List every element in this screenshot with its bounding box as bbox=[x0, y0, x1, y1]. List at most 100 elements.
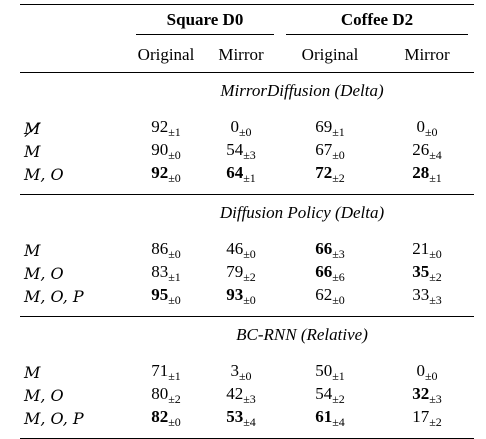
result-cell: 95±0 bbox=[130, 285, 202, 308]
std-value: ±0 bbox=[332, 148, 345, 162]
std-value: ±0 bbox=[238, 369, 252, 383]
std-value: ±2 bbox=[429, 270, 442, 284]
row-label: M, O, P bbox=[24, 409, 84, 428]
group-header-coffee-d2: Coffee D2 bbox=[280, 5, 474, 38]
mean-value: 46 bbox=[226, 239, 244, 258]
mean-value: 21 bbox=[412, 239, 430, 258]
result-cell: 80±2 bbox=[130, 384, 202, 407]
mean-value: 28 bbox=[412, 163, 430, 182]
mean-value: 62 bbox=[315, 285, 333, 304]
result-cell: 21±0 bbox=[380, 239, 474, 262]
mid-rule bbox=[20, 72, 474, 73]
result-cell: 28±1 bbox=[380, 163, 474, 186]
section-title-row: Diffusion Policy (Delta) bbox=[20, 195, 474, 231]
mean-value: 90 bbox=[151, 140, 169, 159]
mean-value: 93 bbox=[226, 285, 244, 304]
table-row: M, O, P 82±0 53±4 61±4 17±2 bbox=[20, 407, 474, 430]
std-value: ±1 bbox=[168, 270, 181, 284]
std-value: ±0 bbox=[168, 148, 181, 162]
std-value: ±0 bbox=[168, 415, 181, 429]
mean-value: 92 bbox=[151, 117, 169, 136]
std-value: ±2 bbox=[332, 171, 345, 185]
std-value: ±1 bbox=[168, 125, 181, 139]
mean-value: 66 bbox=[315, 262, 333, 281]
table-row: M, O 80±2 42±3 54±2 32±3 bbox=[20, 384, 474, 407]
result-cell: 90±0 bbox=[130, 140, 202, 163]
std-value: ±0 bbox=[424, 125, 438, 139]
subcol-header: Mirror bbox=[218, 45, 264, 64]
result-cell: 67±0 bbox=[280, 140, 380, 163]
section-title: BC-RNN (Relative) bbox=[236, 325, 368, 344]
subcol-header: Original bbox=[137, 45, 195, 64]
mean-value: 66 bbox=[315, 239, 333, 258]
mean-value: 42 bbox=[226, 384, 244, 403]
result-cell: 66±6 bbox=[280, 262, 380, 285]
result-cell: 72±2 bbox=[280, 163, 380, 186]
result-cell: 64±1 bbox=[202, 163, 280, 186]
results-table-figure: Square D0 Coffee D2 Original Mirror Orig… bbox=[0, 0, 486, 430]
std-value: ±2 bbox=[429, 415, 442, 429]
result-cell: 92±1 bbox=[130, 117, 202, 140]
std-value: ±0 bbox=[168, 293, 181, 307]
std-value: ±2 bbox=[332, 392, 345, 406]
row-label: M bbox=[24, 142, 41, 161]
section-title-row: BC-RNN (Relative) bbox=[20, 317, 474, 353]
mean-value: 0 bbox=[230, 117, 239, 136]
group-header-row: Square D0 Coffee D2 bbox=[20, 5, 474, 38]
result-cell: 86±0 bbox=[130, 239, 202, 262]
result-cell: 62±0 bbox=[280, 285, 380, 308]
mean-value: 0 bbox=[416, 361, 425, 380]
std-value: ±3 bbox=[243, 148, 256, 162]
std-value: ±4 bbox=[332, 415, 345, 429]
result-cell: 3±0 bbox=[202, 361, 280, 384]
std-value: ±0 bbox=[168, 171, 181, 185]
result-cell: 53±4 bbox=[202, 407, 280, 430]
mean-value: 0 bbox=[416, 117, 425, 136]
mean-value: 92 bbox=[151, 163, 169, 182]
result-cell: 26±4 bbox=[380, 140, 474, 163]
mean-value: 79 bbox=[226, 262, 244, 281]
row-label-text: M bbox=[24, 119, 41, 138]
result-cell: 0±0 bbox=[380, 117, 474, 140]
mean-value: 80 bbox=[151, 384, 169, 403]
mean-value: 72 bbox=[315, 163, 333, 182]
group-header-square-d0: Square D0 bbox=[130, 5, 280, 38]
std-value: ±4 bbox=[243, 415, 256, 429]
mean-value: 54 bbox=[315, 384, 333, 403]
std-value: ±1 bbox=[168, 369, 181, 383]
mean-value: 82 bbox=[151, 407, 169, 426]
result-cell: 35±2 bbox=[380, 262, 474, 285]
mean-value: 95 bbox=[151, 285, 169, 304]
section-title-row: MirrorDiffusion (Delta) bbox=[20, 73, 474, 109]
std-value: ±0 bbox=[243, 293, 256, 307]
mean-value: 26 bbox=[412, 140, 430, 159]
mean-value: 33 bbox=[412, 285, 430, 304]
std-value: ±2 bbox=[168, 392, 181, 406]
table-row: M 71±1 3±0 50±1 0±0 bbox=[20, 361, 474, 384]
bottom-rule bbox=[20, 438, 474, 439]
mean-value: 64 bbox=[226, 163, 244, 182]
subcolumn-header-row: Original Mirror Original Mirror bbox=[20, 38, 474, 73]
row-label: M, O bbox=[24, 165, 64, 184]
mean-value: 35 bbox=[412, 262, 430, 281]
mean-value: 53 bbox=[226, 407, 244, 426]
std-value: ±1 bbox=[243, 171, 256, 185]
result-cell: 66±3 bbox=[280, 239, 380, 262]
section-title: Diffusion Policy (Delta) bbox=[219, 203, 385, 222]
row-label: M, O bbox=[24, 264, 64, 283]
mean-value: 54 bbox=[226, 140, 244, 159]
std-value: ±0 bbox=[332, 293, 345, 307]
result-cell: 71±1 bbox=[130, 361, 202, 384]
result-cell: 92±0 bbox=[130, 163, 202, 186]
mid-rule bbox=[20, 194, 474, 195]
subcol-header: Mirror bbox=[404, 45, 450, 64]
std-value: ±6 bbox=[332, 270, 345, 284]
results-table: Square D0 Coffee D2 Original Mirror Orig… bbox=[20, 4, 474, 439]
mean-value: 83 bbox=[151, 262, 169, 281]
mean-value: 61 bbox=[315, 407, 333, 426]
row-label: M bbox=[20, 117, 130, 140]
table-row: M 90±0 54±3 67±0 26±4 bbox=[20, 140, 474, 163]
mean-value: 50 bbox=[315, 361, 333, 380]
result-cell: 0±0 bbox=[202, 117, 280, 140]
result-cell: 54±3 bbox=[202, 140, 280, 163]
